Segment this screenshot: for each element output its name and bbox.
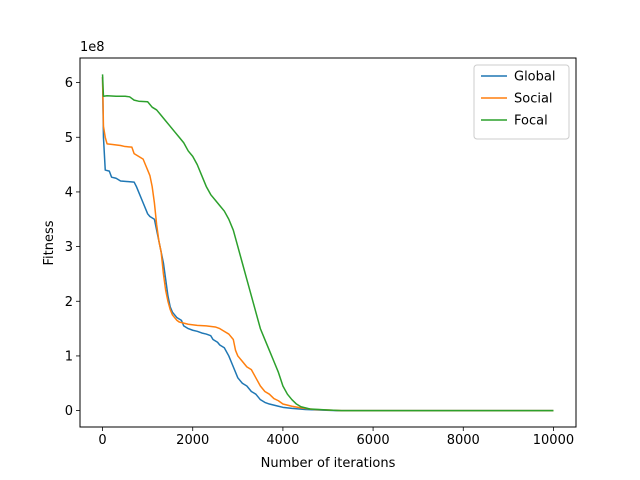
x-tick-label: 4000 xyxy=(266,433,299,448)
x-tick-label: 2000 xyxy=(176,433,209,448)
x-tick-label: 6000 xyxy=(357,433,390,448)
y-tick-label: 6 xyxy=(65,76,73,91)
x-axis-label: Number of iterations xyxy=(261,456,396,471)
series-line-focal xyxy=(101,74,554,412)
y-tick-label: 3 xyxy=(65,240,73,255)
y-axis-label: Fitness xyxy=(42,220,57,265)
series-line-global xyxy=(101,77,554,412)
legend-label-focal: Focal xyxy=(514,114,548,129)
y-offset-label: 1e8 xyxy=(80,40,105,55)
plot-frame xyxy=(79,57,577,428)
x-tick-label: 10000 xyxy=(533,433,574,448)
x-axis-ticks: 0 2000 4000 6000 8000 10000 xyxy=(98,427,574,448)
y-tick-label: 4 xyxy=(65,185,73,200)
y-tick-label: 1 xyxy=(65,349,73,364)
y-tick-label: 5 xyxy=(65,131,73,146)
series-line-social xyxy=(101,77,554,412)
x-tick-label: 8000 xyxy=(447,433,480,448)
y-tick-label: 0 xyxy=(65,404,73,419)
series-layer xyxy=(101,74,554,412)
y-axis-ticks: 0 1 2 3 4 5 6 xyxy=(65,76,80,419)
legend-label-social: Social xyxy=(514,92,553,107)
legend-label-global: Global xyxy=(514,70,555,85)
legend: Global Social Focal xyxy=(473,64,570,140)
y-tick-label: 2 xyxy=(65,295,73,310)
x-tick-label: 0 xyxy=(98,433,106,448)
